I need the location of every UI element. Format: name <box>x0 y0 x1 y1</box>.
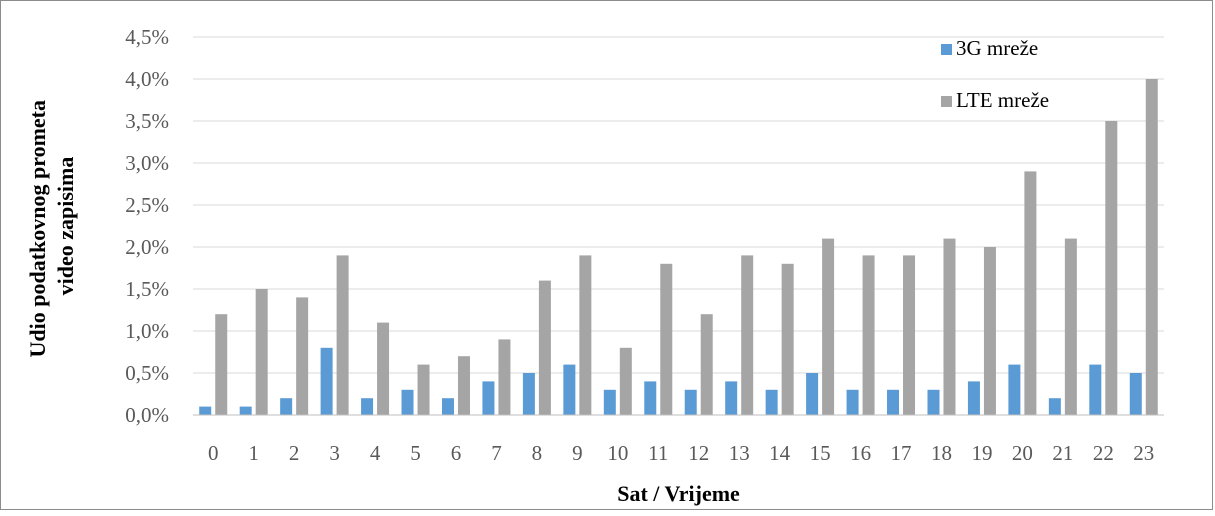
y-tick-label: 3,5% <box>125 109 169 133</box>
y-tick-label: 1,0% <box>125 319 169 343</box>
x-tick-label: 5 <box>410 441 421 465</box>
bar-lte <box>417 364 430 415</box>
bar-lte <box>1105 121 1118 415</box>
bar-lte <box>498 339 511 415</box>
bar-lte <box>1145 79 1158 415</box>
bar-lte <box>781 263 794 415</box>
x-tick-label: 23 <box>1133 441 1154 465</box>
x-tick-labels: 0 1 2 3 4 5 6 7 8 9 10 11 12 13 14 15 16 17 18 19 20 21 22 23 <box>208 441 1154 465</box>
bar-3g <box>927 389 940 415</box>
x-tick-label: 19 <box>971 441 992 465</box>
bar-3g <box>967 381 980 415</box>
y-tick-label: 2,0% <box>125 235 169 259</box>
x-tick-label: 7 <box>491 441 502 465</box>
y-tick-label: 1,5% <box>125 277 169 301</box>
bar-3g <box>441 398 454 415</box>
bar-3g <box>1008 364 1021 415</box>
bar-3g <box>239 406 252 415</box>
bar-3g <box>1089 364 1102 415</box>
bar-lte <box>822 238 835 415</box>
y-tick-label: 4,5% <box>125 25 169 49</box>
legend-swatch-3g <box>941 44 952 55</box>
legend: 3G mreže LTE mreže <box>941 36 1049 112</box>
bar-lte <box>296 297 309 415</box>
bars <box>199 79 1158 415</box>
bar-3g <box>1129 373 1142 415</box>
bar-3g <box>887 389 900 415</box>
bar-3g <box>522 373 535 415</box>
bar-lte <box>619 347 632 415</box>
y-tick-labels: 0,0% 0,5% 1,0% 1,5% 2,0% 2,5% 3,0% 3,5% 4,0% 4,5% <box>125 25 169 427</box>
x-tick-label: 0 <box>208 441 219 465</box>
bar-3g <box>806 373 819 415</box>
bar-lte <box>741 255 754 415</box>
bar-lte <box>255 289 268 415</box>
x-tick-label: 6 <box>451 441 462 465</box>
bar-lte <box>700 314 713 415</box>
x-tick-label: 10 <box>607 441 628 465</box>
bar-3g <box>644 381 657 415</box>
bar-lte <box>943 238 956 415</box>
x-tick-label: 20 <box>1012 441 1033 465</box>
y-axis-title: Udio podatkovnog prometa video zapisima <box>25 94 78 357</box>
x-tick-label: 11 <box>648 441 668 465</box>
bar-3g <box>1048 398 1061 415</box>
bar-3g <box>280 398 293 415</box>
x-tick-label: 22 <box>1093 441 1114 465</box>
y-axis-title-line-2: video zapisima <box>53 157 78 296</box>
x-tick-label: 12 <box>688 441 709 465</box>
y-tick-label: 0,5% <box>125 361 169 385</box>
x-tick-label: 8 <box>532 441 543 465</box>
x-tick-label: 3 <box>329 441 340 465</box>
bar-lte <box>336 255 349 415</box>
x-tick-label: 14 <box>769 441 791 465</box>
y-tick-label: 0,0% <box>125 403 169 427</box>
legend-label-lte: LTE mreže <box>956 88 1049 112</box>
bar-lte <box>903 255 916 415</box>
y-axis-title-line-1: Udio podatkovnog prometa <box>25 100 50 358</box>
bar-lte <box>660 263 673 415</box>
y-tick-label: 2,5% <box>125 193 169 217</box>
bar-lte <box>983 247 996 415</box>
bar-3g <box>603 389 616 415</box>
bar-lte <box>862 255 875 415</box>
bar-lte <box>579 255 592 415</box>
bar-3g <box>199 406 212 415</box>
bar-lte <box>215 314 228 415</box>
bar-lte <box>1024 171 1037 415</box>
bar-lte <box>457 356 470 415</box>
bar-3g <box>725 381 738 415</box>
bar-3g <box>401 389 414 415</box>
legend-swatch-lte <box>941 96 952 107</box>
x-tick-label: 2 <box>289 441 300 465</box>
x-tick-label: 9 <box>572 441 583 465</box>
y-tick-label: 4,0% <box>125 67 169 91</box>
bar-lte <box>377 322 390 415</box>
x-tick-label: 21 <box>1052 441 1073 465</box>
x-tick-label: 1 <box>248 441 259 465</box>
y-tick-label: 3,0% <box>125 151 169 175</box>
bar-3g <box>684 389 697 415</box>
legend-label-3g: 3G mreže <box>956 36 1038 60</box>
bar-lte <box>1064 238 1077 415</box>
bar-3g <box>563 364 576 415</box>
x-tick-label: 13 <box>729 441 750 465</box>
x-tick-label: 18 <box>931 441 952 465</box>
bar-3g <box>846 389 859 415</box>
bar-3g <box>320 347 333 415</box>
gridlines <box>193 36 1164 374</box>
bar-3g <box>361 398 374 415</box>
bar-3g <box>765 389 778 415</box>
x-tick-label: 15 <box>810 441 831 465</box>
bar-lte <box>538 280 551 415</box>
x-tick-label: 17 <box>891 441 912 465</box>
x-tick-label: 16 <box>850 441 871 465</box>
bar-3g <box>482 381 495 415</box>
x-axis-title: Sat / Vrijeme <box>617 481 740 506</box>
x-tick-label: 4 <box>370 441 381 465</box>
